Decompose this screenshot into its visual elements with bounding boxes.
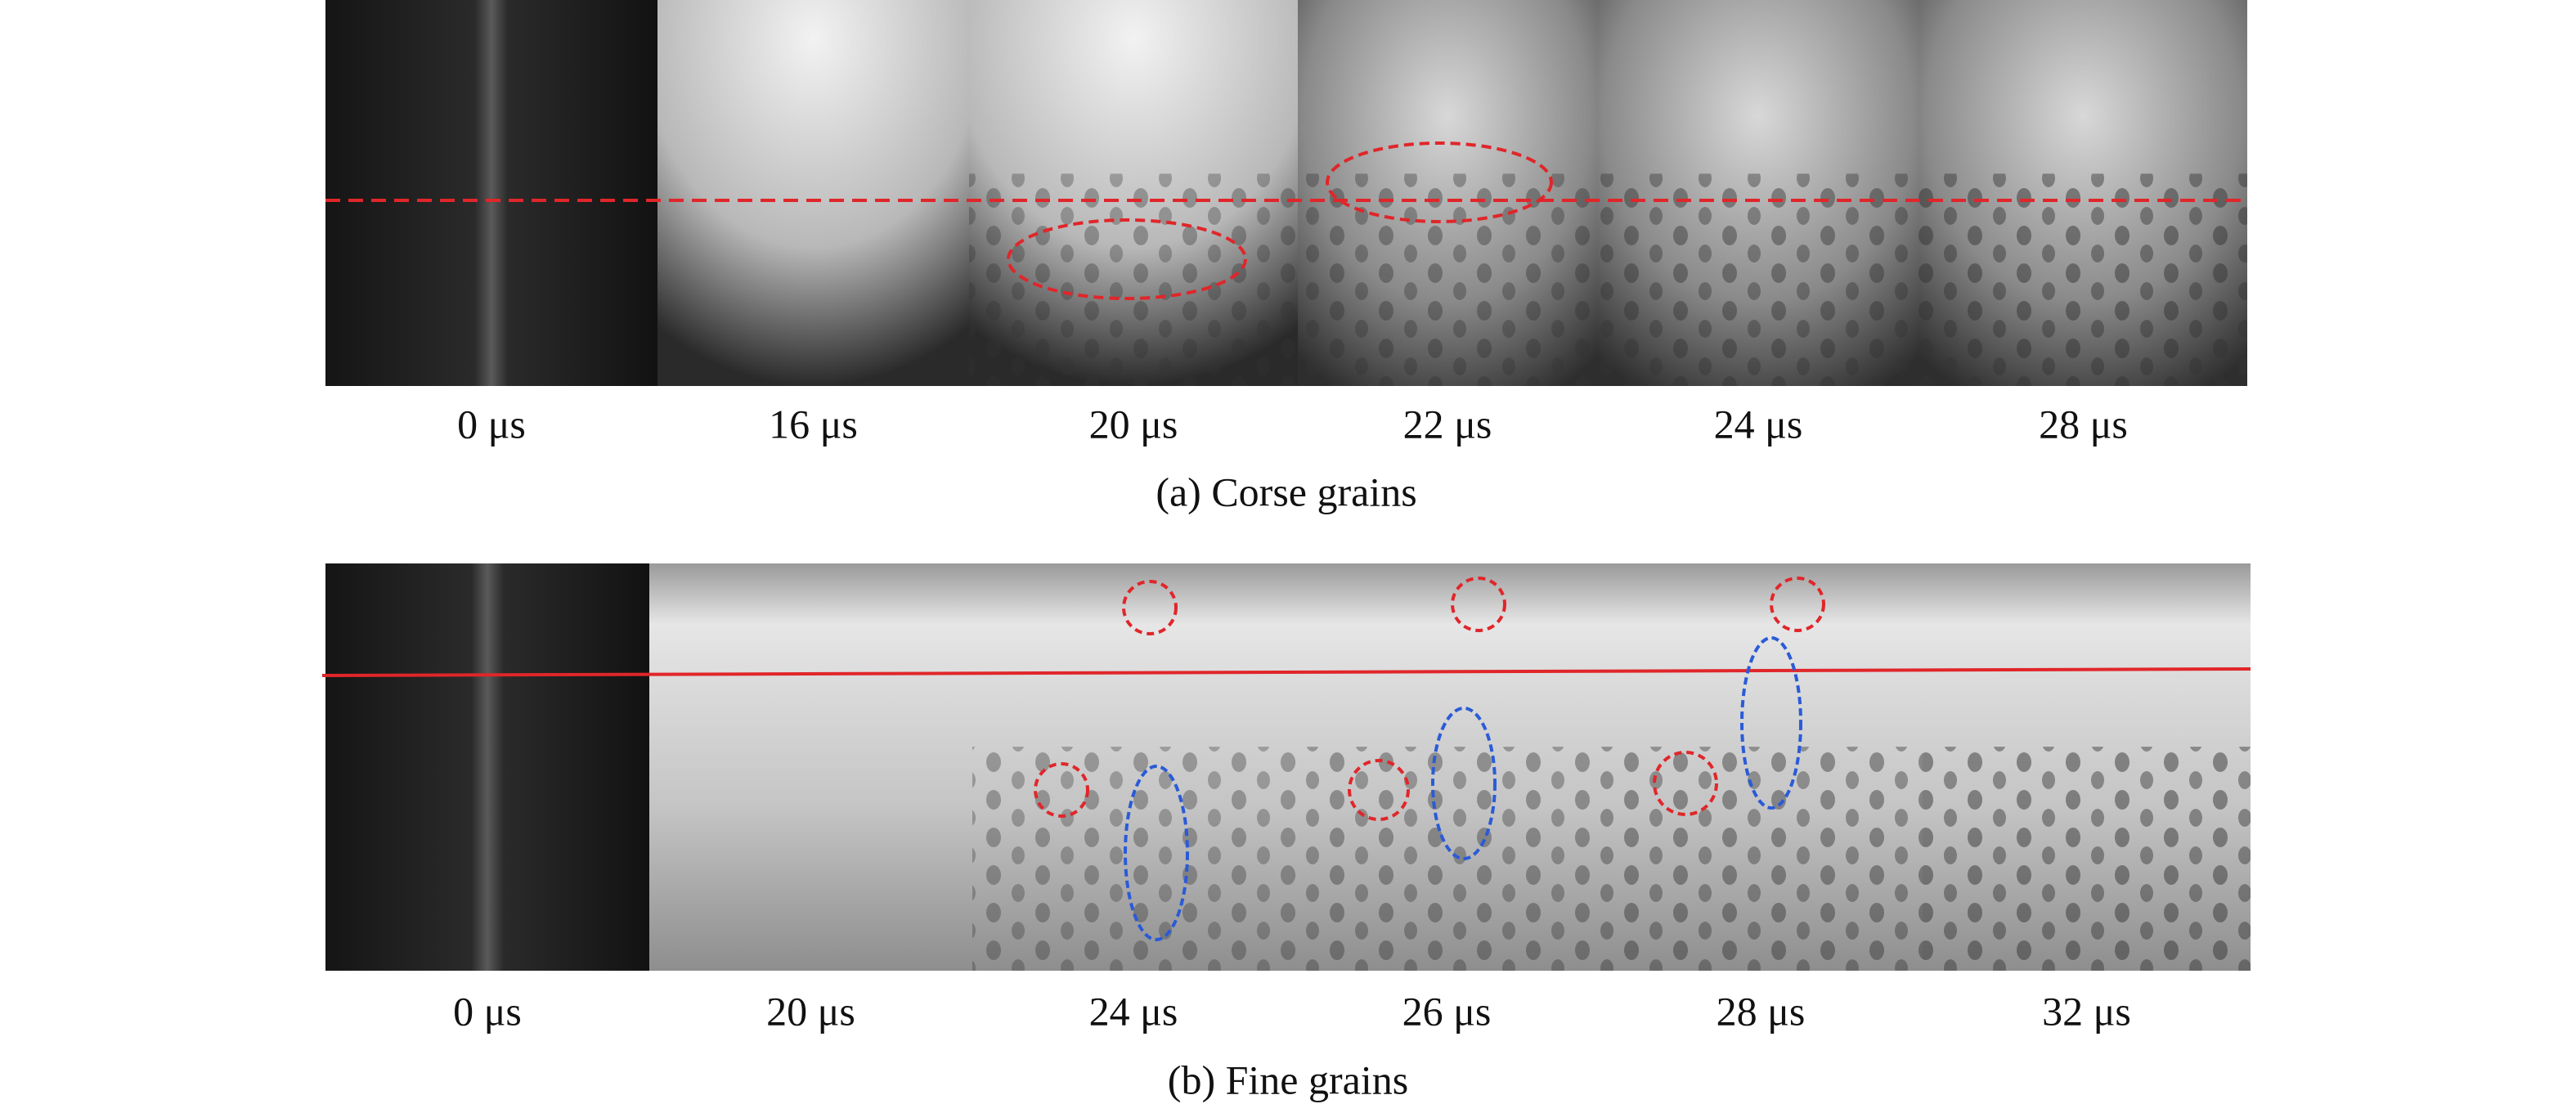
photo-texture — [1298, 173, 1597, 386]
highlight-circle — [1122, 580, 1178, 635]
photo-texture — [1919, 173, 2247, 386]
frame-label: 32 μs — [2042, 988, 2131, 1034]
panel-caption: (b) Fine grains — [1168, 1057, 1408, 1102]
photo-frame — [657, 0, 969, 386]
highlight-ellipse — [1007, 218, 1247, 300]
frame-label: 28 μs — [1717, 988, 1806, 1034]
highlight-ellipse — [1124, 765, 1189, 941]
photo-texture — [1923, 747, 2251, 971]
frames — [325, 0, 2251, 971]
photo-frame — [325, 0, 657, 386]
photo-texture — [972, 747, 1295, 971]
reference-line — [321, 667, 2251, 677]
annotations — [321, 141, 2251, 941]
frame-label: 24 μs — [1089, 988, 1178, 1034]
photo-texture — [969, 173, 1298, 386]
frame-label: 26 μs — [1402, 988, 1492, 1034]
highlight-ellipse — [1326, 141, 1553, 223]
highlight-ellipse — [1740, 636, 1802, 810]
frame-label: 24 μs — [1714, 401, 1803, 447]
highlight-ellipse — [1431, 707, 1497, 860]
highlight-circle — [1653, 751, 1718, 816]
frame-label: 22 μs — [1403, 401, 1492, 447]
frame-label: 20 μs — [766, 988, 855, 1034]
photo-frame — [649, 563, 972, 971]
highlight-circle — [1451, 577, 1506, 632]
frame-label: 0 μs — [457, 401, 526, 447]
panel-caption: (a) Corse grains — [1156, 469, 1416, 514]
highlight-circle — [1034, 762, 1089, 818]
frame-label: 16 μs — [769, 401, 858, 447]
photo-texture — [1597, 173, 1919, 386]
photo-texture — [1599, 747, 1923, 971]
highlight-circle — [1770, 577, 1825, 632]
frame-label: 0 μs — [453, 988, 522, 1034]
photo-texture — [1295, 747, 1599, 971]
frame-label: 20 μs — [1089, 401, 1178, 447]
highlight-circle — [1348, 759, 1410, 821]
frame-label: 28 μs — [2039, 401, 2128, 447]
photo-frame — [325, 563, 649, 971]
